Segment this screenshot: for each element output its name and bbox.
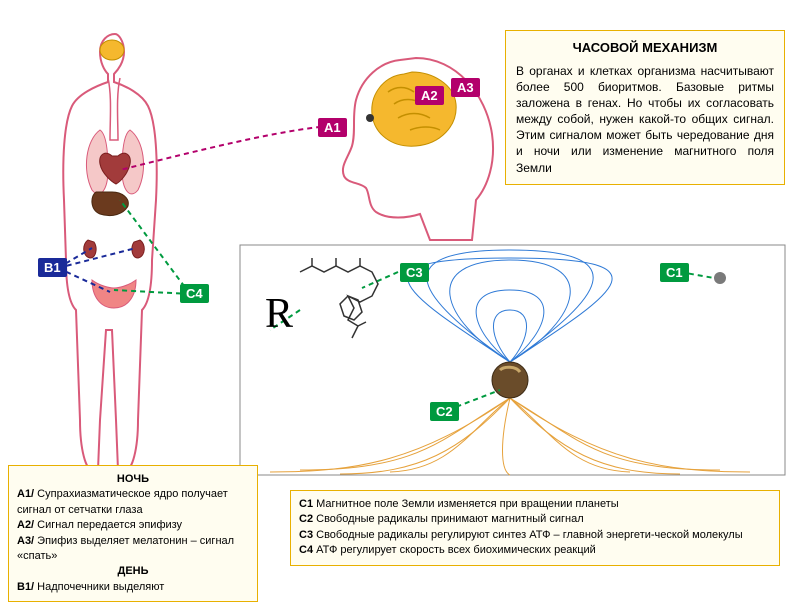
info-title: ЧАСОВОЙ МЕХАНИЗМ [516, 39, 774, 57]
legend-c3: C3 Свободные радикалы регулируют синтез … [299, 528, 771, 543]
legend-night-day: НОЧЬ A1/ Супрахиазматическое ядро получа… [8, 465, 258, 602]
label-c4: C4 [180, 284, 209, 303]
label-a1: A1 [318, 118, 347, 137]
label-b1: B1 [38, 258, 67, 277]
night-title: НОЧЬ [17, 472, 249, 487]
r-symbol: R [265, 290, 293, 338]
legend-a3: A3/ Эпифиз выделяет мелатонин – сигнал «… [17, 534, 249, 565]
day-title: ДЕНЬ [17, 564, 249, 579]
label-a3: A3 [451, 78, 480, 97]
legend-a2: A2/ Сигнал передается эпифизу [17, 518, 249, 533]
legend-c4: C4 АТФ регулирует скорость всех биохимич… [299, 543, 771, 558]
clock-mechanism-box: ЧАСОВОЙ МЕХАНИЗМ В органах и клетках орг… [505, 30, 785, 185]
label-c3: C3 [400, 263, 429, 282]
legend-c: C1 Магнитное поле Земли изменяется при в… [290, 490, 780, 566]
human-body [63, 34, 156, 470]
label-c2: C2 [430, 402, 459, 421]
info-body: В органах и клетках организма насчитываю… [516, 63, 774, 176]
legend-a1: A1/ Супрахиазматическое ядро получает си… [17, 487, 249, 518]
legend-c2: C2 Свободные радикалы принимают магнитны… [299, 512, 771, 527]
label-a2: A2 [415, 86, 444, 105]
label-c1: C1 [660, 263, 689, 282]
moon-icon [714, 272, 726, 284]
legend-b1: B1/ Надпочечники выделяют [17, 580, 249, 595]
legend-c1: C1 Магнитное поле Земли изменяется при в… [299, 497, 771, 512]
